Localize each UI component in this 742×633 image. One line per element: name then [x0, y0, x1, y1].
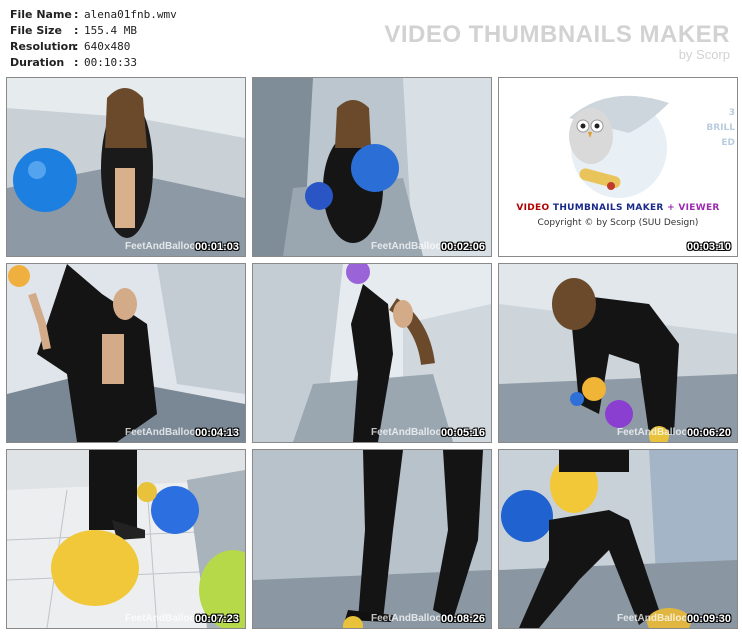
file-name-row: File Name : alena01fnb.wmv: [10, 8, 177, 21]
thumbnail-2-timestamp: 00:02:06: [440, 241, 485, 253]
thumbnail-2[interactable]: FeetAndBalloons 00:02:06: [252, 77, 492, 257]
brand-watermark: VIDEO THUMBNAILS MAKER by Scorp: [384, 22, 730, 62]
duration-label: Duration: [10, 56, 65, 69]
thumbnail-7-image: [7, 450, 245, 628]
thumbnail-3-timestamp: 00:03:10: [686, 241, 731, 253]
thumbnail-8-watermark: FeetAndBalloons.com: [371, 613, 477, 624]
owl-logo-icon: [569, 95, 669, 198]
thumbnail-1-image: [7, 78, 245, 256]
thumbnail-9-watermark: FeetAndBalloons.com: [617, 613, 723, 624]
thumbnail-2-image: [253, 78, 491, 256]
thumbnail-1[interactable]: FeetAndBalloons 00:01:03: [6, 77, 246, 257]
duration-row: Duration : 00:10:33: [10, 56, 137, 69]
thumbnail-8[interactable]: FeetAndBalloons.com 00:08:26: [252, 449, 492, 629]
thumbnail-7-watermark: FeetAndBalloons.com: [125, 613, 231, 624]
thumbnail-1-watermark: FeetAndBalloons: [125, 241, 208, 252]
brand-title: VIDEO THUMBNAILS MAKER: [384, 21, 730, 48]
thumbnail-5-watermark: FeetAndBalloons.com: [371, 427, 477, 438]
promo-copyright: Copyright © by Scorp (SUU Design): [537, 218, 699, 228]
thumbnail-7[interactable]: FeetAndBalloons.com 00:07:23: [6, 449, 246, 629]
resolution-row: Resolution : 640x480: [10, 40, 131, 53]
thumbnail-5[interactable]: FeetAndBalloons.com 00:05:16: [252, 263, 492, 443]
resolution-label: Resolution: [10, 40, 77, 53]
thumbnail-8-image: [253, 450, 491, 628]
promo-product-name: VIDEO THUMBNAILS MAKER + VIEWER: [516, 203, 720, 213]
thumbnail-7-timestamp: 00:07:23: [194, 613, 239, 625]
thumbnail-4-image: [7, 264, 245, 442]
thumbnail-9[interactable]: FeetAndBalloons.com 00:09:30: [498, 449, 738, 629]
file-name-value: alena01fnb.wmv: [84, 8, 177, 21]
thumbnail-6-watermark: FeetAndBalloons.com: [617, 427, 723, 438]
file-name-label: File Name: [10, 8, 72, 21]
promo-side-text: 3 BRILL ED: [706, 108, 735, 148]
resolution-value: 640x480: [84, 40, 131, 53]
file-size-row: File Size : 155.4 MB: [10, 24, 137, 37]
duration-value: 00:10:33: [84, 56, 137, 69]
thumbnail-1-timestamp: 00:01:03: [194, 241, 239, 253]
thumbnail-4-watermark: FeetAndBalloons.com: [125, 427, 231, 438]
file-size-label: File Size: [10, 24, 62, 37]
brand-subtitle: by Scorp: [678, 47, 730, 62]
thumbnail-grid: FeetAndBalloons 00:01:03 FeetAndBalloons…: [6, 77, 738, 629]
thumbnail-5-image: [253, 264, 491, 442]
thumbnail-9-timestamp: 00:09:30: [686, 613, 731, 625]
thumbnail-3-promo[interactable]: 3 BRILL ED VIDEO THUMBNAILS MAKER + VIEW…: [498, 77, 738, 257]
thumbnail-4[interactable]: FeetAndBalloons.com 00:04:13: [6, 263, 246, 443]
file-info-panel: File Name : alena01fnb.wmv File Size : 1…: [10, 7, 177, 71]
file-size-value: 155.4 MB: [84, 24, 137, 37]
thumbnail-6-timestamp: 00:06:20: [686, 427, 731, 439]
thumbnail-6-image: [499, 264, 737, 442]
thumbnail-5-timestamp: 00:05:16: [440, 427, 485, 439]
thumbnail-4-timestamp: 00:04:13: [194, 427, 239, 439]
thumbnail-2-watermark: FeetAndBalloons: [371, 241, 454, 252]
thumbnail-9-image: [499, 450, 737, 628]
thumbnail-6[interactable]: FeetAndBalloons.com 00:06:20: [498, 263, 738, 443]
thumbnail-8-timestamp: 00:08:26: [440, 613, 485, 625]
